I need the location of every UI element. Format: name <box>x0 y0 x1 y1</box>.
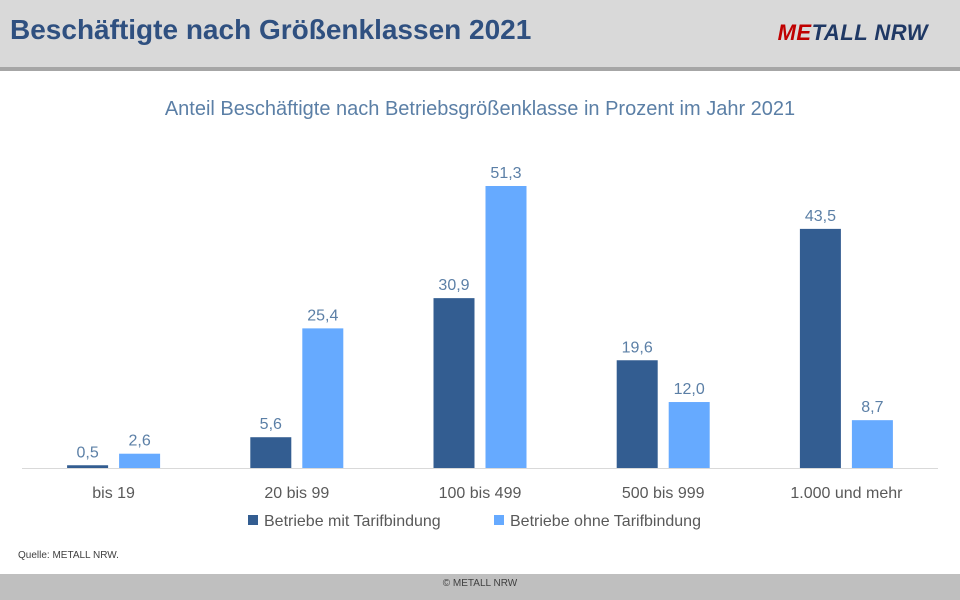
data-label: 30,9 <box>438 277 469 294</box>
logo-text: TALL NRW <box>811 20 928 45</box>
source-note: Quelle: METALL NRW. <box>18 550 119 561</box>
data-label: 25,4 <box>307 307 338 324</box>
x-tick-label: bis 19 <box>92 485 135 502</box>
data-label: 51,3 <box>490 165 521 182</box>
copyright-text: © METALL NRW <box>442 578 518 589</box>
x-tick-label: 100 bis 499 <box>439 485 522 502</box>
data-label: 43,5 <box>805 208 836 225</box>
bar-mit-tarifbindung <box>799 228 841 468</box>
data-label: 12,0 <box>674 381 705 398</box>
bar-ohne-tarifbindung <box>302 328 344 468</box>
footer-bar <box>0 574 960 600</box>
data-label: 8,7 <box>861 399 883 416</box>
x-tick-label: 20 bis 99 <box>264 485 329 502</box>
bar-mit-tarifbindung <box>433 298 475 468</box>
x-tick-label: 1.000 und mehr <box>790 485 903 502</box>
bar-ohne-tarifbindung <box>668 402 710 468</box>
x-tick-label: 500 bis 999 <box>622 485 705 502</box>
legend-swatch <box>494 515 504 525</box>
bar-ohne-tarifbindung <box>851 420 893 468</box>
data-label: 19,6 <box>622 339 653 356</box>
header-bar <box>0 0 960 67</box>
bar-mit-tarifbindung <box>67 465 109 468</box>
legend-swatch <box>248 515 258 525</box>
bar-mit-tarifbindung <box>616 360 658 468</box>
data-label: 5,6 <box>260 416 282 433</box>
legend-label: Betriebe mit Tarifbindung <box>264 513 441 530</box>
bar-chart: Anteil Beschäftigte nach Betriebsgrößenk… <box>22 98 938 530</box>
logo-accent: ME <box>777 20 812 45</box>
bar-ohne-tarifbindung <box>119 453 161 468</box>
chart-title: Anteil Beschäftigte nach Betriebsgrößenk… <box>165 98 795 120</box>
data-label: 0,5 <box>76 444 98 461</box>
bar-mit-tarifbindung <box>250 437 292 468</box>
header-divider <box>0 67 960 71</box>
metall-nrw-logo: METALL NRW <box>778 20 928 46</box>
legend-label: Betriebe ohne Tarifbindung <box>510 513 701 530</box>
page-title: Beschäftigte nach Größenklassen 2021 <box>10 14 532 45</box>
bar-ohne-tarifbindung <box>485 186 527 468</box>
data-label: 2,6 <box>128 433 150 450</box>
